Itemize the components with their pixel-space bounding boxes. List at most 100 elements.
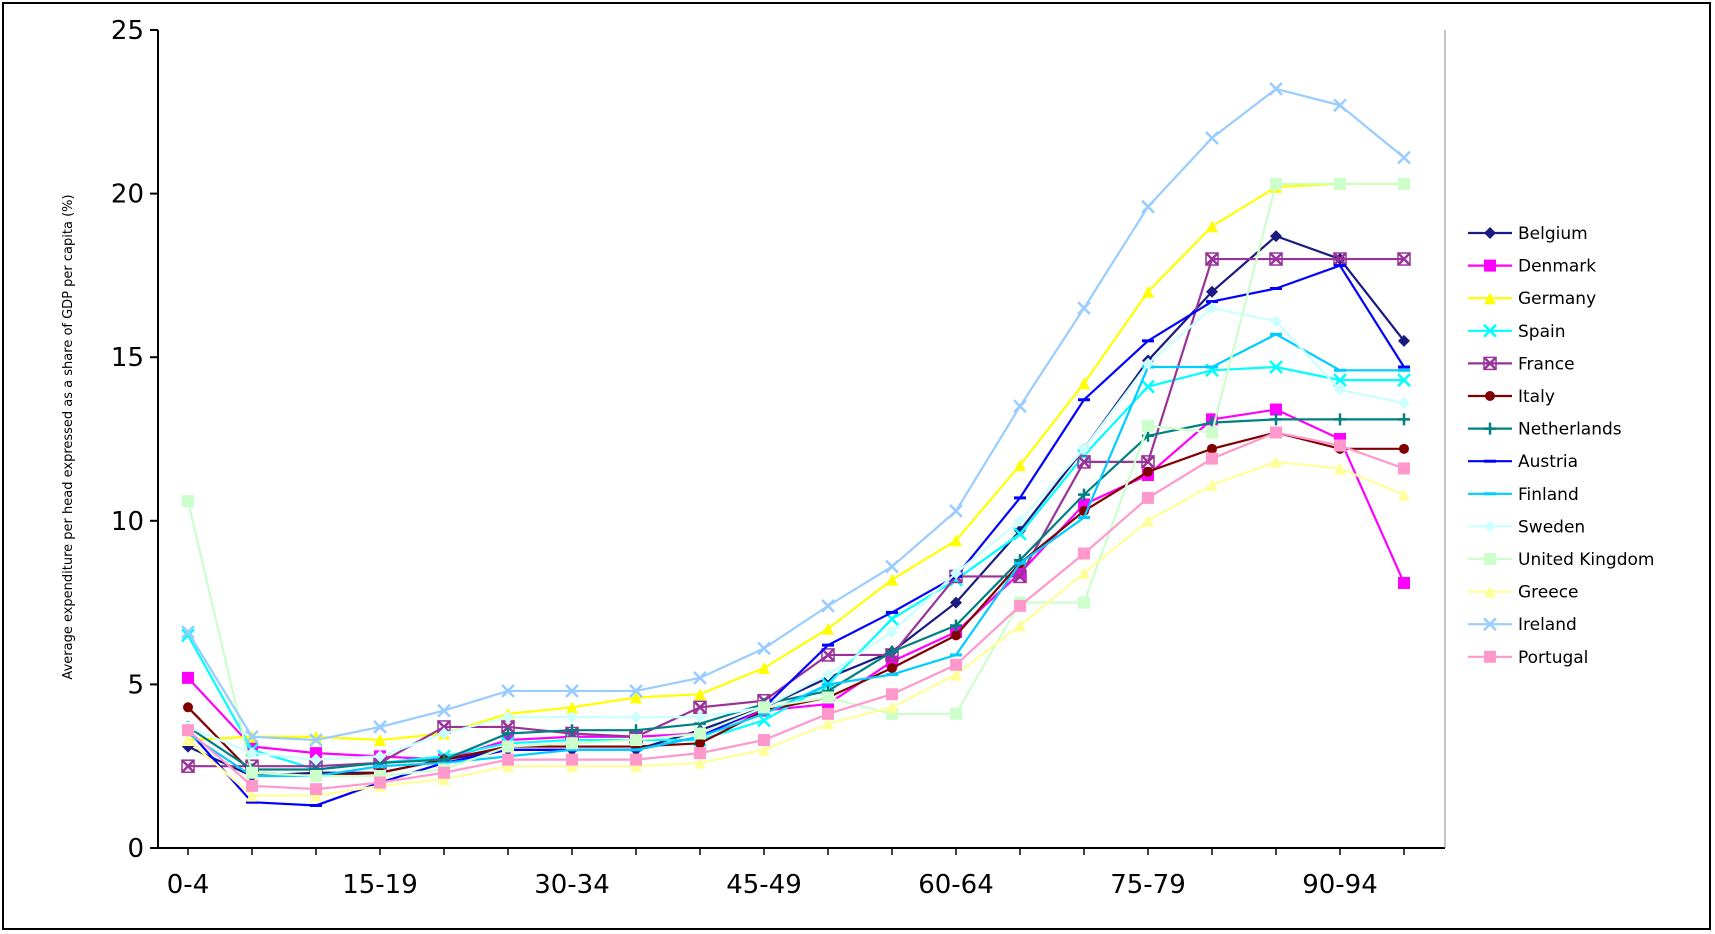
data-point: [502, 753, 514, 766]
data-point: [758, 701, 770, 714]
series-line: [187, 460, 1405, 797]
data-point: [1142, 491, 1154, 504]
y-tick-label: 25: [111, 16, 144, 46]
data-point: [949, 504, 963, 518]
data-point: [887, 663, 897, 674]
data-point: [951, 630, 961, 641]
data-point: [1483, 356, 1497, 371]
data-point: [1206, 285, 1218, 298]
data-point: [886, 701, 898, 714]
data-point: [695, 738, 705, 749]
data-point: [437, 720, 451, 734]
legend-label: Netherlands: [1518, 420, 1622, 440]
data-point: [822, 717, 834, 730]
data-point: [1141, 455, 1155, 469]
data-point: [1078, 596, 1090, 609]
data-point: [821, 598, 835, 613]
data-point: [246, 779, 258, 792]
legend-item: Austria: [1468, 452, 1578, 472]
data-point: [1334, 383, 1346, 396]
data-point: [1077, 301, 1091, 316]
data-point: [1485, 391, 1495, 401]
data-point-box: [821, 648, 835, 662]
data-point: [245, 729, 259, 744]
data-point: [886, 645, 898, 658]
y-tick-label: 10: [111, 507, 144, 537]
series-sweden: [182, 302, 1410, 766]
data-point: [1484, 650, 1496, 663]
series-line: [187, 365, 1404, 771]
data-point-box: [1397, 252, 1411, 266]
data-point: [1399, 443, 1409, 454]
legend-label: Austria: [1518, 452, 1578, 472]
data-point: [758, 743, 770, 756]
data-point: [1207, 443, 1217, 454]
legend-item: Netherlands: [1468, 420, 1622, 440]
data-point: [183, 702, 193, 713]
legend-item: Germany: [1468, 289, 1596, 309]
data-point: [1484, 292, 1496, 305]
data-point: [1484, 520, 1496, 533]
data-point: [1014, 459, 1026, 472]
data-point: [438, 766, 450, 779]
data-point: [1206, 426, 1218, 439]
data-point: [1484, 585, 1496, 598]
legend-label: Belgium: [1518, 224, 1588, 244]
data-point: [1014, 619, 1026, 632]
data-point: [1206, 478, 1218, 491]
data-point: [1398, 488, 1410, 501]
data-point: [501, 684, 515, 698]
data-point: [1484, 227, 1496, 239]
legend: Belgium Denmark Germany Spain France Italy Net…: [1468, 224, 1654, 668]
data-point: [694, 727, 706, 740]
x-tick-label: 30-34: [534, 870, 610, 900]
x-tick-label: 75-79: [1110, 870, 1186, 900]
legend-label: Spain: [1518, 322, 1566, 342]
data-point: [822, 691, 834, 704]
legend-item: Ireland: [1468, 615, 1577, 635]
series-line: [187, 431, 1404, 778]
data-point: [694, 756, 706, 769]
data-point: [630, 734, 642, 747]
y-tick-label: 20: [111, 180, 144, 210]
data-point: [1206, 302, 1218, 315]
series-austria: [182, 264, 1410, 807]
data-point: [630, 691, 642, 704]
data-point: [1484, 259, 1496, 272]
data-point: [1333, 252, 1347, 266]
data-point: [694, 747, 706, 760]
data-point: [1141, 379, 1155, 394]
legend-item: Italy: [1468, 387, 1555, 407]
data-point: [1142, 419, 1154, 432]
data-point: [310, 783, 322, 796]
data-point: [757, 641, 771, 656]
legend-label: Sweden: [1518, 517, 1585, 537]
data-point: [374, 776, 386, 789]
series-line: [186, 182, 1404, 778]
data-point: [182, 671, 194, 684]
data-point: [1205, 252, 1219, 266]
data-point: [1078, 567, 1090, 580]
data-point: [1398, 177, 1410, 190]
data-point: [566, 701, 578, 714]
data-point: [822, 622, 834, 635]
x-tick-label: 0-4: [167, 870, 209, 900]
data-point: [502, 727, 514, 740]
legend-label: United Kingdom: [1518, 550, 1654, 570]
data-point: [950, 658, 962, 671]
series-denmark: [182, 403, 1410, 766]
data-point: [566, 737, 578, 750]
data-point: [1269, 252, 1283, 266]
data-point: [950, 534, 962, 547]
data-point: [950, 707, 962, 720]
data-point: [950, 567, 962, 580]
data-point: [310, 753, 322, 766]
data-point: [1398, 413, 1410, 426]
data-point: [1013, 527, 1027, 541]
data-point: [1270, 426, 1282, 439]
legend-item: Portugal: [1468, 648, 1588, 668]
data-point: [1078, 442, 1090, 455]
series-lines: [181, 82, 1411, 807]
data-point: [885, 559, 899, 574]
legend-label: Finland: [1518, 485, 1579, 505]
